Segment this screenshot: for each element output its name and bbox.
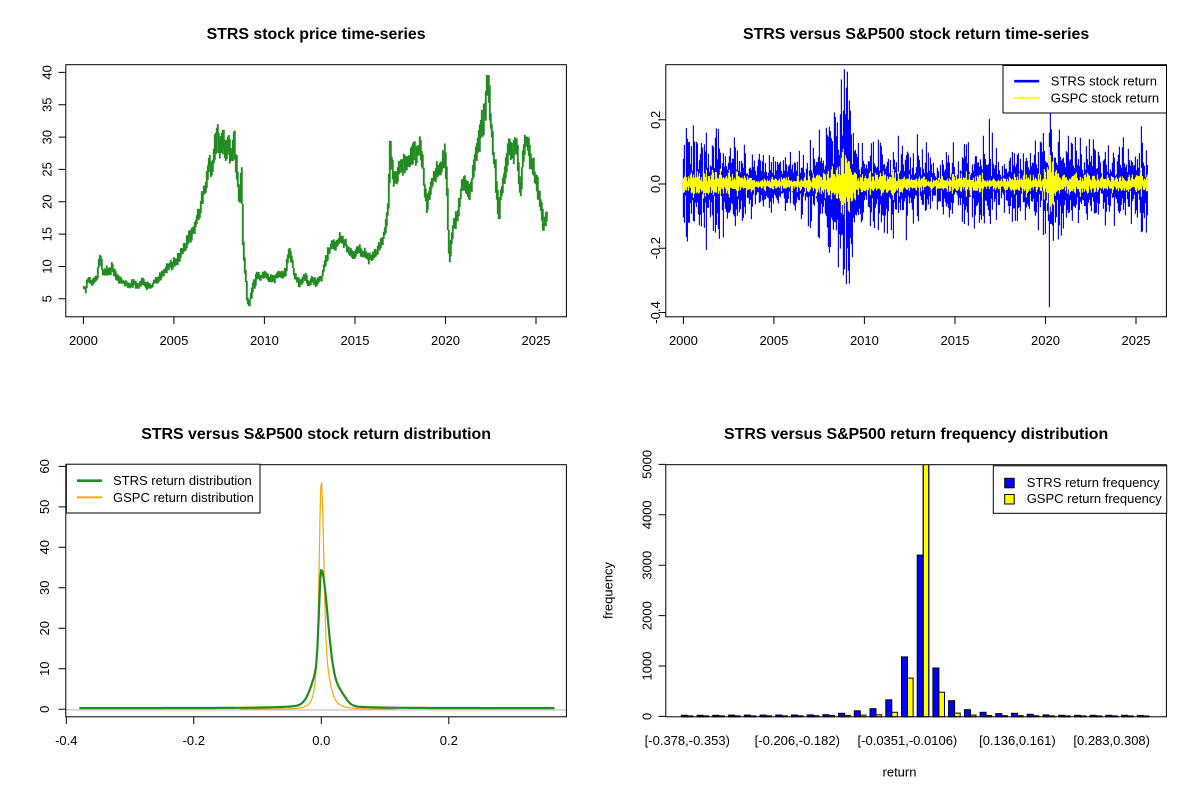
svg-text:20: 20 [39,195,54,209]
svg-text:0.0: 0.0 [312,733,330,748]
svg-text:40: 40 [37,540,52,554]
svg-text:2010: 2010 [250,333,279,348]
svg-text:return: return [883,765,917,780]
svg-text:3000: 3000 [639,551,654,580]
svg-text:0.0: 0.0 [648,175,663,193]
svg-text:[-0.206,-0.182): [-0.206,-0.182) [755,733,840,748]
svg-text:0.2: 0.2 [440,733,458,748]
svg-text:-0.4: -0.4 [55,733,77,748]
svg-text:2015: 2015 [341,333,370,348]
svg-text:2005: 2005 [159,333,188,348]
svg-text:GSPC stock return: GSPC stock return [1051,90,1159,105]
svg-text:GSPC return distribution: GSPC return distribution [113,490,254,505]
svg-text:50: 50 [37,500,52,514]
svg-text:30: 30 [39,130,54,144]
svg-text:4000: 4000 [639,500,654,529]
svg-text:[-0.378,-0.353): [-0.378,-0.353) [645,733,730,748]
svg-text:10: 10 [37,661,52,675]
svg-text:2010: 2010 [850,333,879,348]
svg-text:[0.283,0.308): [0.283,0.308) [1073,733,1150,748]
svg-text:40: 40 [39,65,54,79]
svg-text:0: 0 [37,706,52,713]
svg-text:STRS versus S&P500 stock retur: STRS versus S&P500 stock return time-ser… [743,26,1089,43]
svg-text:2025: 2025 [1122,333,1151,348]
svg-text:STRS return distribution: STRS return distribution [113,473,252,488]
svg-text:STRS stock return: STRS stock return [1051,74,1157,89]
svg-text:25: 25 [39,162,54,176]
svg-text:0: 0 [639,713,654,720]
svg-text:STRS versus S&P500 return freq: STRS versus S&P500 return frequency dist… [724,426,1108,443]
svg-text:2020: 2020 [1031,333,1060,348]
svg-text:-0.4: -0.4 [648,301,663,323]
svg-text:1000: 1000 [639,652,654,681]
svg-text:-0.2: -0.2 [183,733,205,748]
svg-text:2000: 2000 [639,601,654,630]
svg-text:10: 10 [39,259,54,273]
svg-text:-0.2: -0.2 [648,237,663,259]
svg-text:[-0.0351,-0.0106): [-0.0351,-0.0106) [858,733,958,748]
svg-text:2025: 2025 [522,333,551,348]
svg-text:2000: 2000 [69,333,98,348]
svg-text:30: 30 [37,581,52,595]
svg-text:STRS return frequency: STRS return frequency [1027,475,1160,490]
svg-text:STRS stock price time-series: STRS stock price time-series [207,26,426,43]
svg-text:2000: 2000 [669,333,698,348]
svg-text:2020: 2020 [431,333,460,348]
svg-text:[0.136,0.161): [0.136,0.161) [979,733,1056,748]
svg-text:GSPC return frequency: GSPC return frequency [1027,491,1163,506]
svg-text:5: 5 [39,295,54,302]
svg-text:35: 35 [39,97,54,111]
svg-text:2015: 2015 [941,333,970,348]
svg-text:5000: 5000 [639,450,654,479]
svg-text:2005: 2005 [759,333,788,348]
svg-text:60: 60 [37,459,52,473]
svg-text:0.2: 0.2 [648,111,663,129]
svg-text:15: 15 [39,227,54,241]
svg-text:STRS versus S&P500 stock retur: STRS versus S&P500 stock return distribu… [141,426,491,443]
svg-text:20: 20 [37,621,52,635]
svg-text:frequency: frequency [601,561,616,619]
